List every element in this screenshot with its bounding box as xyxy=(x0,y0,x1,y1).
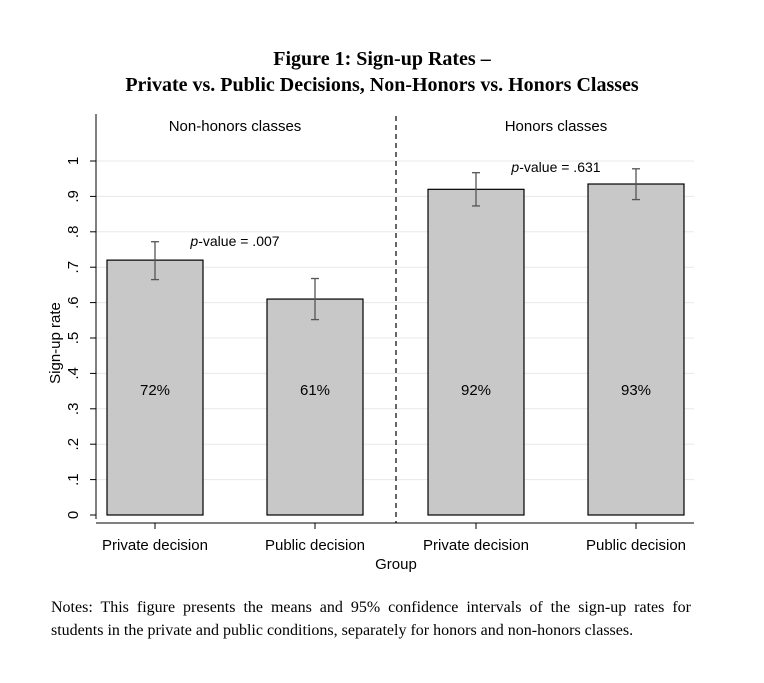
p-value-text: -value = .007 xyxy=(198,233,280,249)
bar xyxy=(266,298,364,516)
y-tick-label: .7 xyxy=(65,261,82,274)
panel-label: Non-honors classes xyxy=(169,118,302,135)
y-axis-title: Sign-up rate xyxy=(47,302,64,384)
bar-value-label: 93% xyxy=(621,382,651,399)
x-tick-label: Public decision xyxy=(265,537,365,554)
y-tick-label: .3 xyxy=(65,403,82,416)
y-tick-label: .1 xyxy=(65,473,82,486)
x-axis-title: Group xyxy=(375,556,417,573)
p-value-label: p-value = .631 xyxy=(510,159,600,175)
p-value-label: p-value = .007 xyxy=(189,233,279,249)
p-value-italic-p: p xyxy=(510,159,519,175)
y-tick-label: .5 xyxy=(65,332,82,345)
bar-chart: 0 .1 .2 .3 .4 .5 .6 .7 .8 .9 1 Sign-up rate Non-hono… xyxy=(47,114,694,573)
bar-value-label: 92% xyxy=(461,382,491,399)
figure-notes: Notes: This figure presents the means an… xyxy=(51,599,691,639)
x-tick-label: Private decision xyxy=(102,537,208,554)
x-tick-label: Public decision xyxy=(586,537,686,554)
bar-value-label: 72% xyxy=(140,382,170,399)
y-tick-label: .9 xyxy=(65,190,82,203)
y-tick-label: .2 xyxy=(65,438,82,451)
bar-value-label: 61% xyxy=(300,382,330,399)
p-value-italic-p: p xyxy=(189,233,198,249)
bar xyxy=(427,188,525,516)
figure-title-line-1: Figure 1: Sign-up Rates – xyxy=(273,48,491,70)
p-value-text: -value = .631 xyxy=(519,159,601,175)
y-tick-label: .8 xyxy=(65,226,82,239)
y-tick-label: .4 xyxy=(65,367,82,380)
y-tick-label: 1 xyxy=(65,157,82,165)
y-tick-label: .6 xyxy=(65,296,82,309)
y-tick-label: 0 xyxy=(65,511,82,519)
bar xyxy=(587,183,685,516)
figure-title-line-2: Private vs. Public Decisions, Non-Honors… xyxy=(125,74,639,96)
x-tick-label: Private decision xyxy=(423,537,529,554)
panel-label: Honors classes xyxy=(505,118,608,135)
